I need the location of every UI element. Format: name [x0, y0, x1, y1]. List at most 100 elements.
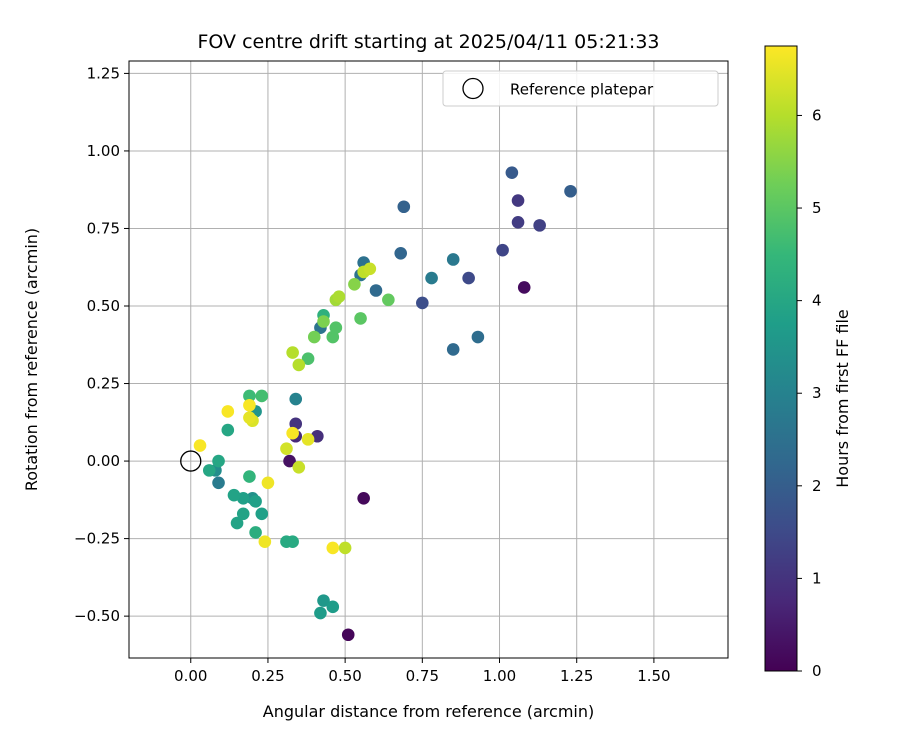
colorbar-tick-label: 0	[812, 662, 822, 680]
colorbar-tick-label: 1	[812, 569, 822, 587]
data-point	[511, 215, 525, 229]
legend-box	[442, 70, 719, 107]
data-point	[496, 243, 509, 257]
y-tick-label: −0.50	[74, 607, 120, 625]
colorbar-tick-label: 4	[812, 292, 822, 310]
legend-marker	[462, 77, 484, 100]
y-tick-label: 0.00	[87, 452, 120, 470]
data-point	[307, 330, 321, 344]
data-point	[283, 454, 296, 468]
y-tick-label: 1.00	[87, 142, 120, 160]
data-point	[341, 628, 355, 642]
x-tick-label: 0.75	[406, 667, 439, 685]
data-point	[397, 200, 411, 214]
data-point	[338, 541, 352, 555]
colorbar-label: Hours from first FF file	[833, 309, 852, 488]
data-point	[332, 290, 346, 303]
data-point	[394, 246, 408, 260]
x-tick-label: 0.50	[328, 667, 361, 685]
data-point	[317, 315, 330, 328]
reference-marker-layer	[180, 450, 202, 472]
data-point	[221, 423, 235, 437]
plot-frame	[128, 60, 729, 659]
data-point	[292, 460, 306, 474]
colorbar-gradient	[764, 45, 798, 672]
data-point	[348, 277, 361, 291]
x-tick-label: 1.25	[560, 667, 593, 685]
data-point	[326, 541, 340, 555]
colorbar: 0 1 2 3 4 5 6	[764, 45, 822, 680]
data-points	[193, 166, 577, 642]
data-point	[249, 526, 262, 539]
colorbar-tick-label: 6	[812, 106, 822, 124]
data-point	[446, 343, 460, 356]
data-point	[329, 321, 343, 335]
data-point	[564, 184, 577, 198]
data-point	[227, 488, 241, 502]
data-point	[292, 358, 306, 372]
data-point	[243, 411, 256, 424]
data-point	[212, 476, 225, 490]
data-point	[505, 166, 519, 179]
data-point	[230, 516, 244, 530]
data-point	[301, 352, 315, 366]
data-point	[280, 442, 293, 455]
data-point	[261, 476, 275, 490]
data-point	[286, 346, 299, 359]
data-point	[511, 194, 525, 207]
colorbar-tick-label: 2	[812, 477, 822, 495]
chart-title: FOV centre drift starting at 2025/04/11 …	[197, 31, 659, 53]
data-point	[354, 312, 367, 325]
y-tick-label: −0.25	[74, 530, 120, 548]
data-point	[255, 389, 269, 403]
data-point	[221, 405, 235, 418]
data-point	[369, 284, 383, 297]
x-tick-label: 0.25	[251, 667, 284, 685]
legend: Reference platepar	[442, 70, 719, 107]
y-tick-label: 0.25	[87, 375, 120, 393]
x-tick-label: 1.00	[483, 667, 516, 685]
data-point	[243, 470, 256, 483]
data-point	[446, 253, 460, 266]
data-point	[301, 433, 315, 446]
y-axis-ticks: −0.50 −0.25 0.00 0.25 0.50 0.75 1.00 1.25	[74, 64, 129, 625]
data-point	[357, 491, 370, 505]
data-point	[193, 439, 207, 452]
y-tick-label: 0.75	[87, 219, 120, 237]
y-tick-label: 1.25	[87, 64, 120, 82]
x-tick-label: 0.00	[174, 667, 207, 685]
data-point	[289, 392, 303, 406]
data-point	[425, 271, 438, 285]
data-point	[202, 464, 216, 477]
data-point	[255, 507, 269, 521]
data-point	[243, 389, 256, 403]
x-axis-label: Angular distance from reference (arcmin)	[263, 702, 594, 721]
data-point	[382, 293, 395, 307]
data-point	[326, 600, 340, 614]
data-point	[533, 219, 546, 232]
data-point	[243, 398, 256, 412]
data-point	[314, 606, 327, 620]
data-point	[363, 262, 377, 276]
data-point	[258, 535, 272, 549]
y-tick-label: 0.50	[87, 297, 120, 315]
data-point	[249, 495, 262, 508]
grid	[129, 61, 728, 658]
data-point	[462, 271, 475, 285]
y-axis-label: Rotation from reference (arcmin)	[22, 228, 41, 491]
x-axis-ticks: 0.00 0.25 0.50 0.75 1.00 1.25 1.50	[174, 658, 671, 685]
data-point	[212, 454, 225, 468]
data-point	[286, 426, 299, 440]
data-point	[317, 594, 330, 607]
data-point	[416, 296, 429, 310]
data-point	[236, 507, 250, 521]
data-point	[471, 330, 485, 344]
data-point	[286, 535, 299, 549]
data-point	[517, 281, 531, 294]
reference-platepar-marker	[180, 450, 202, 472]
x-tick-label: 1.50	[637, 667, 670, 685]
legend-label: Reference platepar	[510, 81, 654, 99]
colorbar-tick-label: 5	[812, 199, 822, 217]
colorbar-tick-label: 3	[812, 384, 822, 402]
